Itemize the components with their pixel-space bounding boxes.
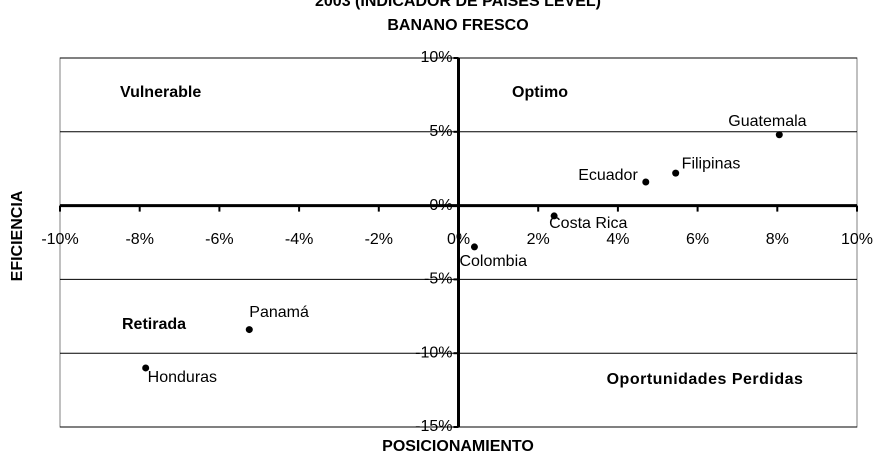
x-tick-label: -8% — [125, 231, 153, 248]
point — [470, 243, 478, 251]
point-label: Guatemala — [728, 113, 806, 130]
point-label: Colombia — [459, 253, 527, 270]
chart-title: 2003 (INDICADOR DE PAISES LEVEL) — [315, 0, 601, 10]
x-tick-label: 8% — [766, 231, 789, 248]
chart-subtitle: BANANO FRESCO — [387, 17, 528, 34]
point-label: Honduras — [148, 369, 217, 386]
x-tick-label: -4% — [285, 231, 313, 248]
point — [775, 131, 783, 139]
y-tick-label: 10% — [420, 49, 452, 66]
y-axis-title: EFICIENCIA — [9, 190, 26, 281]
x-tick-label: 2% — [527, 231, 550, 248]
x-tick-label: -2% — [365, 231, 393, 248]
x-tick-label: -10% — [41, 231, 78, 248]
x-tick-label: 4% — [606, 231, 629, 248]
point — [550, 212, 558, 220]
x-tick-label: -6% — [205, 231, 233, 248]
quadrant-label: Oportunidades Perdidas — [606, 371, 804, 388]
quadrant-label: Optimo — [512, 84, 568, 101]
y-tick-label: -5% — [424, 271, 452, 288]
point — [642, 178, 650, 186]
y-tick-label: -15% — [415, 418, 452, 435]
quadrant-label: Vulnerable — [120, 84, 201, 101]
point-label: Filipinas — [682, 155, 741, 172]
x-axis-title: POSICIONAMIENTO — [382, 438, 534, 455]
point — [672, 169, 680, 177]
y-tick-label: 5% — [429, 123, 452, 140]
y-tick-label: -10% — [415, 344, 452, 361]
quadrant-label: Retirada — [122, 316, 186, 333]
quadrant-label-box: Oportunidades Perdidas — [606, 371, 804, 388]
x-tick-label: 10% — [841, 231, 873, 248]
point — [245, 326, 253, 334]
point-label: Ecuador — [578, 167, 638, 184]
x-tick-label: 6% — [686, 231, 709, 248]
point-label: Costa Rica — [549, 215, 627, 232]
point — [142, 364, 150, 372]
point-label: Panamá — [249, 304, 309, 321]
